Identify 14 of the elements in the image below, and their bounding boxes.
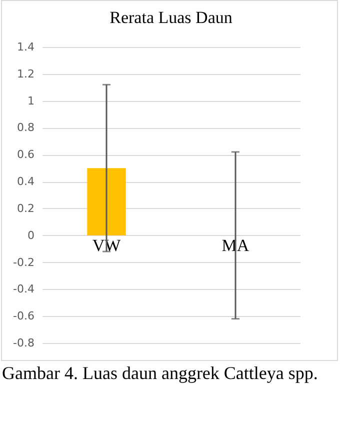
text: Gambar 4. Luas daun anggrek Cattleya spp.	[2, 363, 319, 383]
y-tick-label: -0.2	[13, 256, 34, 269]
y-tick-label: -0.4	[13, 282, 34, 296]
y-tick-label: 0.4	[17, 175, 34, 188]
y-tick-label: 0.2	[17, 202, 34, 215]
y-tick-label: 0	[28, 228, 34, 242]
y-tick-label: 1	[28, 94, 34, 108]
y-tick-label: -0.6	[13, 310, 34, 323]
y-tick-label: 1.4	[17, 40, 34, 54]
y-tick-label: 1.2	[17, 67, 34, 80]
y-tick-label: 0.6	[17, 148, 34, 162]
y-tick-label: -0.8	[13, 336, 34, 350]
chart-title: Rerata Luas Daun	[110, 8, 233, 27]
y-tick-label: 0.8	[17, 121, 34, 134]
